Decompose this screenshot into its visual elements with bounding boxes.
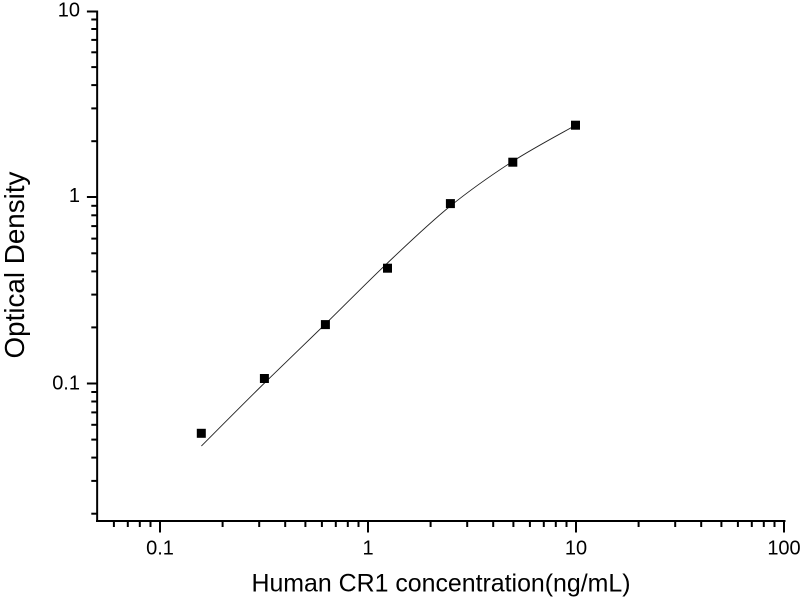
svg-text:10: 10 bbox=[58, 0, 80, 22]
svg-text:10: 10 bbox=[565, 538, 587, 560]
svg-text:Human CR1 concentration(ng/mL): Human CR1 concentration(ng/mL) bbox=[251, 570, 630, 598]
svg-text:0.1: 0.1 bbox=[52, 372, 80, 394]
svg-text:1: 1 bbox=[69, 185, 80, 207]
svg-text:1: 1 bbox=[362, 538, 373, 560]
svg-text:0.1: 0.1 bbox=[146, 538, 174, 560]
svg-text:100: 100 bbox=[767, 538, 800, 560]
svg-text:Optical Density: Optical Density bbox=[0, 171, 30, 358]
